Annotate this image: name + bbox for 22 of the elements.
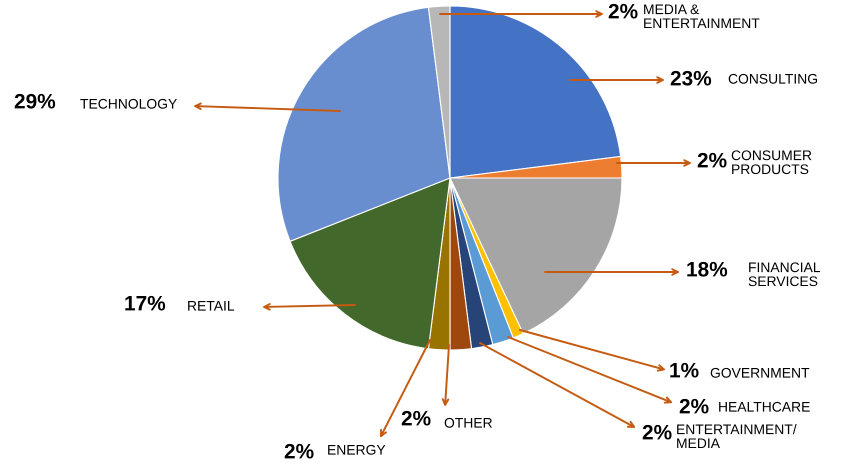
slice-label: FINANCIAL SERVICES — [748, 262, 820, 286]
data-label: 1% — [670, 362, 699, 378]
data-label: 2% — [642, 424, 672, 440]
data-label: 2% — [698, 152, 727, 168]
data-label: 2% — [402, 410, 431, 426]
slice-label: MEDIA & ENTERTAINMENT — [644, 4, 760, 28]
slice-label: RETAIL — [188, 301, 234, 311]
data-label: 17% — [125, 296, 166, 311]
data-label: 29% — [14, 94, 56, 109]
slice-label: HEALTHCARE — [719, 402, 810, 412]
data-label: 2% — [284, 444, 314, 459]
slice-label: ENERGY — [328, 444, 386, 455]
data-label: 2% — [680, 398, 709, 414]
data-label: 18% — [687, 262, 728, 277]
data-label: 2% — [608, 4, 638, 19]
data-label: 23% — [670, 70, 712, 86]
slice-label: OTHER — [444, 418, 492, 428]
slice-label: TECHNOLOGY — [80, 98, 177, 109]
slice-label: CONSUMER PRODUCTS — [732, 150, 812, 174]
slice-label: GOVERNMENT — [710, 368, 810, 378]
slice-label: CONSULTING — [728, 74, 817, 84]
slice-label: ENTERTAINMENT/ MEDIA — [677, 424, 797, 448]
